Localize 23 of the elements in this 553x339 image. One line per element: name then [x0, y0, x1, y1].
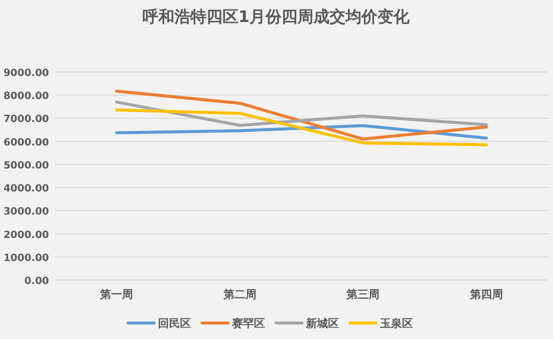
legend-label: 回民区: [158, 317, 191, 330]
line-series: [115, 108, 488, 146]
chart-title: 呼和浩特四区1月份四周成交均价变化: [142, 7, 411, 26]
y-tick-label: 2000.00: [3, 230, 50, 241]
y-tick-label: 9000.00: [3, 68, 50, 79]
y-tick-label: 1000.00: [3, 252, 50, 264]
y-tick-label: 8000.00: [3, 91, 50, 102]
legend-label: 赛罕区: [231, 317, 265, 330]
legend-label: 玉泉区: [379, 317, 413, 330]
y-tick-label: 4000.00: [3, 184, 50, 195]
line-series: [115, 124, 488, 140]
x-tick-label: 第四周: [468, 288, 503, 301]
y-tick-label: 3000.00: [3, 206, 50, 218]
line-series: [115, 90, 488, 141]
y-tick-label: 0.00: [24, 276, 50, 287]
legend-label: 新城区: [305, 317, 339, 330]
y-tick-label: 7000.00: [3, 114, 50, 126]
x-tick-label: 第一周: [99, 288, 134, 301]
y-tick-label: 5000.00: [3, 160, 50, 172]
y-tick-label: 6000.00: [3, 137, 50, 148]
line-series: [115, 100, 488, 127]
x-tick-label: 第三周: [346, 288, 380, 301]
x-tick-label: 第二周: [222, 288, 256, 301]
